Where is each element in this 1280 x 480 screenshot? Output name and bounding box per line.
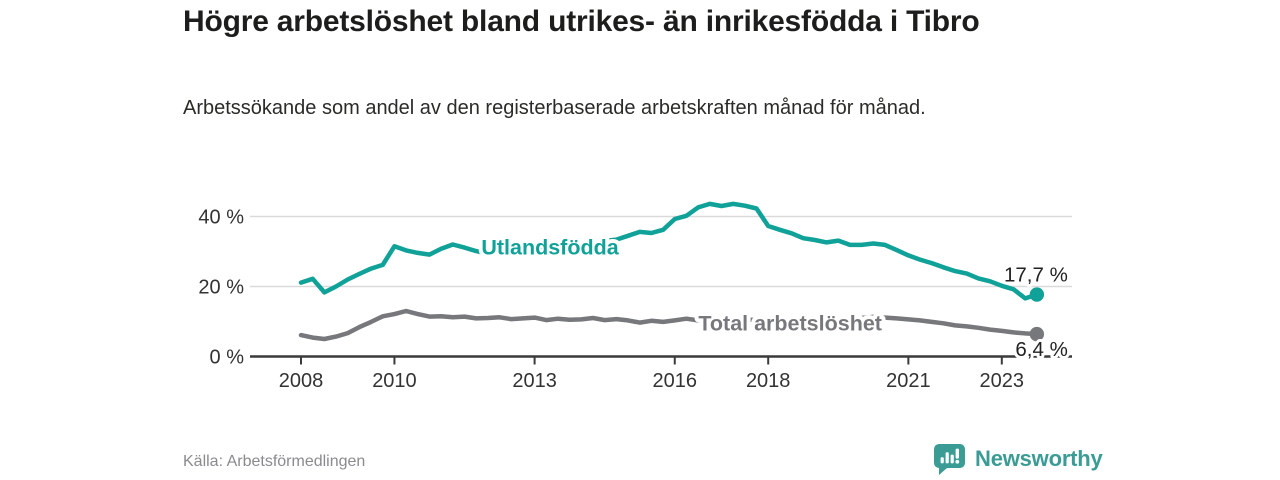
y-tick-label: 40 %	[198, 207, 244, 229]
x-tick-label: 2023	[980, 370, 1025, 392]
x-tick-label: 2016	[653, 370, 698, 392]
x-tick-label: 2010	[372, 370, 417, 392]
x-tick-label: 2021	[886, 370, 931, 392]
bar-chart-speech-bubble-icon	[934, 444, 965, 475]
series-end-value-label-0: 17,7 %	[1004, 264, 1068, 287]
y-tick-label: 0 %	[210, 347, 245, 369]
series-end-dot-0	[1029, 287, 1045, 302]
y-tick-label: 20 %	[198, 277, 244, 299]
brand-wordmark: Newsworthy	[975, 445, 1103, 471]
series-end-dot-1	[1029, 326, 1045, 342]
series-label-0: Utlandsfödda	[481, 235, 619, 259]
series-line-1	[298, 308, 1040, 342]
source-note: Källa: Arbetsförmedlingen	[183, 453, 366, 470]
chart-subtitle: Arbetssökande som andel av den registerb…	[183, 97, 926, 119]
series-line-0	[298, 201, 1040, 301]
x-tick-label: 2008	[279, 370, 324, 392]
newsworthy-logo: Newsworthy	[932, 441, 1103, 476]
x-tick-label: 2013	[512, 370, 557, 392]
series-end-value-label-1: 6,4 %	[1015, 338, 1067, 361]
chart-title: Högre arbetslöshet bland utrikes- än inr…	[183, 5, 980, 38]
x-tick-label: 2018	[746, 370, 791, 392]
series-label-1: Total arbetslöshet	[698, 311, 882, 335]
